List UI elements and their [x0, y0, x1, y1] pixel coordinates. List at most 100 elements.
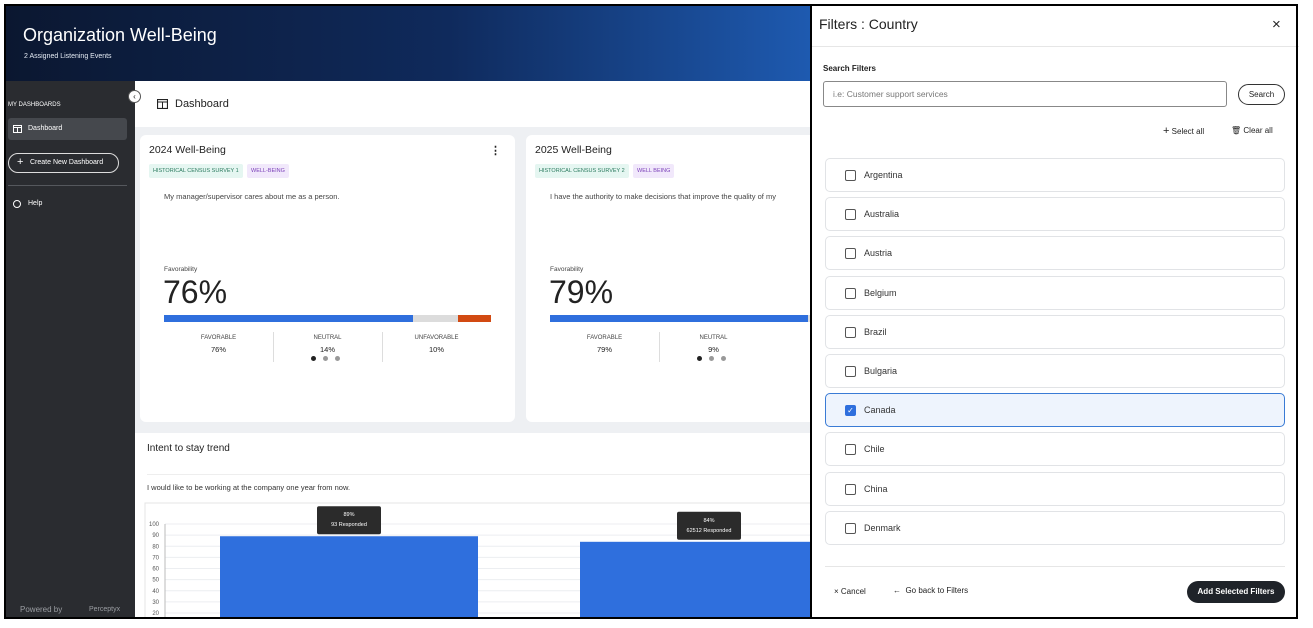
page-dot [335, 356, 340, 361]
trend-card: Intent to stay trend I would like to be … [135, 433, 810, 618]
cancel-button[interactable]: × Cancel [834, 587, 866, 596]
divider [812, 46, 1299, 47]
checkbox[interactable] [845, 170, 856, 181]
option-label: Belgium [864, 287, 897, 298]
tooltip-value: 89% [343, 512, 354, 518]
panel-title: Filters : Country [819, 16, 918, 32]
search-input[interactable]: i.e: Customer support services [823, 81, 1227, 107]
page-dot [697, 356, 702, 361]
divider [659, 332, 660, 362]
option-label: Bulgaria [864, 366, 898, 376]
topbar: Dashboard [135, 81, 810, 127]
filter-option[interactable]: China [825, 471, 1285, 506]
help-link[interactable]: Help [28, 200, 43, 207]
checkbox[interactable] [845, 248, 856, 260]
checkbox[interactable] [845, 366, 856, 377]
plot-frame [144, 502, 810, 618]
divider [8, 185, 127, 186]
survey-card: 2024 Well-Being ⋮ HISTORICAL CENSUS SURVEY… [140, 135, 515, 422]
metric-label: Favorability [164, 266, 198, 273]
search-label: Search Filters [823, 64, 876, 73]
option-label: Argentina [864, 170, 903, 180]
trend-title: Intent to stay trend [147, 443, 230, 454]
back-button[interactable]: ← Go back to Filters [893, 586, 969, 595]
segment-value: 10% [428, 345, 444, 354]
segment-value: 76% [210, 345, 226, 354]
cancel-label: Cancel [840, 587, 866, 596]
y-tick-label: 20 [152, 611, 159, 617]
option-label: Denmark [864, 522, 901, 533]
powered-by: Powered by [20, 605, 63, 614]
metric-value: 79% [549, 274, 614, 310]
select-all[interactable]: + Select all [1163, 125, 1205, 137]
tooltip [677, 511, 741, 540]
option-label: Brazil [864, 326, 887, 337]
metric-label: Favorability [550, 266, 584, 273]
tag: HISTORICAL CENSUS SURVEY 1 [149, 164, 243, 178]
filter-option[interactable]: Austria [825, 236, 1285, 271]
segment-value: 9% [708, 345, 719, 354]
favorability-bar-segment [164, 315, 413, 322]
segment-label: FAVORABLE [200, 335, 237, 341]
checkbox[interactable] [845, 483, 856, 495]
create-button-label: Create New Dashboard [30, 159, 104, 166]
nav-item-label: Dashboard [28, 125, 63, 132]
header-subtitle: 2 Assigned Listening Events [24, 53, 112, 60]
page-dot [323, 356, 328, 361]
submit-button[interactable]: Add Selected Filters [1187, 581, 1285, 603]
tag: WELL-BEING [247, 164, 289, 178]
divider [147, 474, 810, 475]
segment-label: NEUTRAL [313, 335, 342, 341]
card-question: I have the authority to make decisions t… [550, 192, 776, 201]
chart: 20 30 40 50 60 70 80 90 100 89% 93 Responded 84% 625… [144, 502, 810, 618]
checkbox[interactable] [845, 326, 856, 338]
filter-option[interactable]: Argentina [825, 158, 1285, 192]
filter-option[interactable]: ✓ Canada [825, 393, 1285, 428]
close-button[interactable]: × [1272, 16, 1281, 33]
header: Organization Well-Being 2 Assigned Liste… [5, 5, 810, 81]
filter-option[interactable]: Denmark [825, 510, 1285, 545]
y-tick-label: 50 [152, 578, 159, 584]
checkbox[interactable] [845, 209, 856, 221]
filter-option[interactable]: Australia [825, 197, 1285, 232]
card-question: My manager/supervisor cares about me as … [164, 192, 340, 201]
icon [13, 125, 22, 133]
header-title: Organization Well-Being [23, 25, 217, 45]
main: Dashboard Intent to stay trend I would l… [135, 81, 810, 618]
sidebar-section: MY DASHBOARDS [8, 102, 61, 108]
tooltip-responded: 62512 Responded [687, 528, 732, 534]
divider [273, 332, 274, 362]
tooltip [317, 506, 381, 535]
filter-option[interactable]: Chile [825, 432, 1285, 467]
checkbox[interactable] [845, 287, 856, 299]
filter-option[interactable]: Bulgaria [825, 354, 1285, 388]
create-button[interactable]: + Create New Dashboard [8, 153, 119, 173]
tag: WELL BEING [633, 164, 675, 178]
segment-label: UNFAVORABLE [414, 335, 459, 341]
brand: Perceptyx [89, 606, 121, 613]
back-label: Go back to Filters [905, 586, 969, 595]
checkbox[interactable] [845, 444, 856, 456]
y-tick-label: 70 [152, 555, 159, 561]
y-tick-label: 100 [149, 522, 160, 528]
page-dot [721, 356, 726, 361]
search-button[interactable]: Search [1238, 84, 1285, 105]
nav-item[interactable]: Dashboard [8, 118, 127, 140]
icon [157, 99, 168, 109]
divider [825, 566, 1285, 567]
search-placeholder: i.e: Customer support services [833, 89, 948, 99]
filter-option[interactable]: Belgium [825, 275, 1285, 310]
checkbox[interactable] [845, 522, 856, 534]
clear-all[interactable]: 🗑 Clear all [1231, 126, 1273, 135]
page-dot [709, 356, 714, 361]
collapse-toggle[interactable]: ‹ [128, 90, 141, 103]
y-tick-label: 90 [152, 533, 159, 539]
select-all-label: Select all [1171, 127, 1205, 136]
option-label: Canada [864, 405, 896, 416]
info-icon [13, 200, 21, 208]
filter-option[interactable]: Brazil [825, 314, 1285, 349]
checkbox[interactable]: ✓ [845, 405, 856, 417]
sidebar: MY DASHBOARDS Dashboard + Create New Das… [5, 81, 135, 618]
favorability-bar-segment [458, 315, 491, 322]
segment-value: 79% [596, 345, 612, 354]
